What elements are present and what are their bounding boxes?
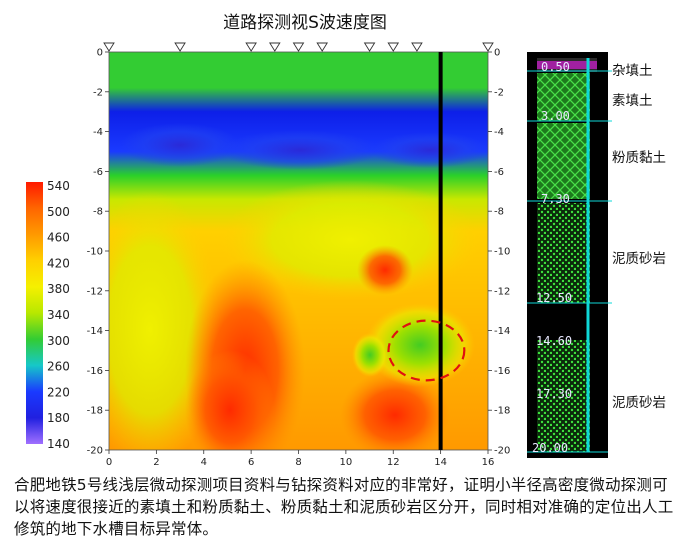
colorbar-tick-label: 140	[47, 437, 70, 451]
colorbar-tick-label: 420	[47, 256, 70, 270]
y-tick-label-right: -8	[494, 207, 504, 218]
stratum-label-1: 素填土	[612, 93, 653, 109]
depth-label-6: 20.00	[532, 441, 568, 455]
x-tick-label: 16	[482, 457, 495, 468]
caption-text: 合肥地铁5号线浅层微动探测项目资料与钻探资料对应的非常好，证明小半径高密度微动探…	[14, 476, 674, 538]
x-tick-label: 8	[295, 457, 301, 468]
survey-point-marker	[269, 42, 281, 52]
borehole-log: 0.50 3.00 7.30 12.50 14.60 17.30 20.00 杂…	[527, 52, 666, 458]
y-tick-label-right: -12	[494, 286, 510, 297]
anomaly-ellipse	[387, 319, 466, 382]
colorbar-tick-label: 220	[47, 385, 70, 399]
y-tick-label-left: -14	[87, 326, 103, 337]
colorbar-tick-label: 460	[47, 231, 70, 245]
x-tick-label: 6	[248, 457, 254, 468]
survey-point-marker	[245, 42, 257, 52]
survey-point-marker	[363, 42, 376, 52]
colorbar-tick-label: 380	[47, 282, 70, 296]
x-tick-label: 2	[153, 457, 159, 468]
y-tick-label-left: -6	[93, 167, 103, 178]
x-tick-label: 14	[434, 457, 447, 468]
colorbar-tick-label: 340	[47, 308, 70, 322]
y-tick-label-left: -10	[87, 247, 103, 258]
colorbar-tick-label: 540	[47, 179, 70, 193]
y-tick-label-right: -10	[494, 247, 510, 258]
x-tick-label: 0	[106, 457, 112, 468]
stratum-label-2: 粉质黏土	[612, 150, 666, 166]
colorbar-tick-label: 180	[47, 411, 70, 425]
depth-label-4: 14.60	[536, 334, 572, 348]
stratum-label-4: 泥质砂岩	[612, 395, 666, 411]
depth-label-2: 7.30	[541, 192, 570, 206]
y-tick-label-right: -18	[494, 406, 510, 417]
y-tick-label-right: -4	[494, 127, 504, 138]
y-tick-label-left: -8	[93, 207, 103, 218]
y-tick-label-left: -16	[87, 366, 103, 377]
depth-label-3: 12.50	[536, 291, 572, 305]
survey-point-marker	[174, 42, 186, 52]
stratum-label-0: 杂填土	[612, 63, 653, 79]
survey-point-marker	[387, 42, 400, 52]
survey-point-marker	[316, 42, 328, 52]
heatmap-area	[109, 52, 488, 450]
depth-label-0: 0.50	[541, 60, 570, 74]
colorbar	[26, 182, 43, 444]
y-tick-label-left: -12	[87, 286, 103, 297]
y-tick-label-left: -20	[87, 446, 103, 457]
survey-point-marker	[482, 42, 494, 52]
survey-point-marker	[411, 42, 423, 52]
y-tick-label-left: -18	[87, 406, 103, 417]
y-tick-label-right: -16	[494, 366, 510, 377]
y-tick-label-left: -4	[93, 127, 103, 138]
colorbar-tick-label: 500	[47, 205, 70, 219]
survey-point-marker	[292, 42, 305, 52]
survey-point-marker	[103, 42, 115, 52]
depth-label-1: 3.00	[541, 109, 570, 123]
y-tick-label-right: -14	[494, 326, 510, 337]
stratum-label-3: 泥质砂岩	[612, 251, 666, 267]
y-tick-label-left: -2	[93, 87, 103, 98]
x-tick-label: 10	[340, 457, 353, 468]
y-tick-label-left: 0	[97, 48, 103, 59]
y-tick-label-right: 0	[494, 48, 500, 59]
x-tick-label: 4	[201, 457, 207, 468]
x-tick-label: 12	[387, 457, 400, 468]
y-tick-label-right: -6	[494, 167, 504, 178]
y-tick-label-right: -20	[494, 446, 510, 457]
chart-title: 道路探测视S波速度图	[223, 13, 387, 33]
colorbar-tick-label: 300	[47, 334, 70, 348]
depth-label-5: 17.30	[536, 387, 572, 401]
y-tick-label-right: -2	[494, 87, 504, 98]
colorbar-tick-label: 260	[47, 360, 70, 374]
